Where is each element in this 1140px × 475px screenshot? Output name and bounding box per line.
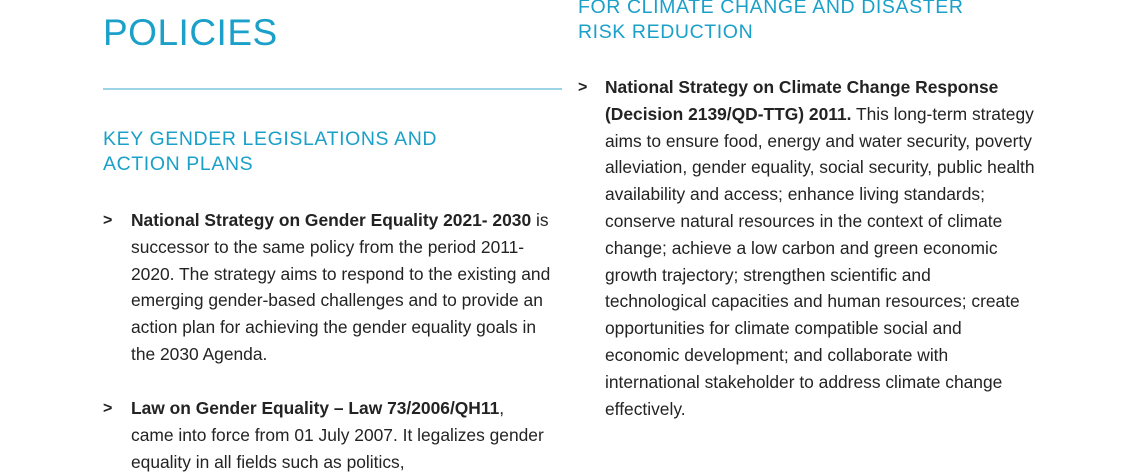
bullet-item: Law on Gender Equality – Law 73/2006/QH1… xyxy=(131,395,551,475)
bullet-item: National Strategy on Gender Equality 202… xyxy=(131,207,561,368)
body-text: , came into force from 01 July 2007. It … xyxy=(131,398,544,472)
bold-text: National Strategy on Gender Equality 202… xyxy=(131,210,532,230)
bullet-marker: > xyxy=(103,212,113,229)
divider xyxy=(103,88,562,90)
bullet-marker: > xyxy=(103,400,113,417)
section-heading: KEY GENDER LEGISLATIONS AND ACTION PLANS xyxy=(103,128,438,175)
body-text: This long-term strategy aims to ensure f… xyxy=(605,103,1035,419)
bullet-item: National Strategy on Climate Change Resp… xyxy=(605,74,1037,422)
body-text: is successor to the same policy from the… xyxy=(131,210,551,364)
bullet-marker: > xyxy=(578,79,588,96)
page-title: POLICIES xyxy=(103,12,278,53)
bold-text: National Strategy on Climate Change Resp… xyxy=(605,77,999,124)
section-heading: FOR CLIMATE CHANGE AND DISASTER RISK RED… xyxy=(578,0,964,43)
bold-text: Law on Gender Equality – Law 73/2006/QH1… xyxy=(131,398,500,418)
